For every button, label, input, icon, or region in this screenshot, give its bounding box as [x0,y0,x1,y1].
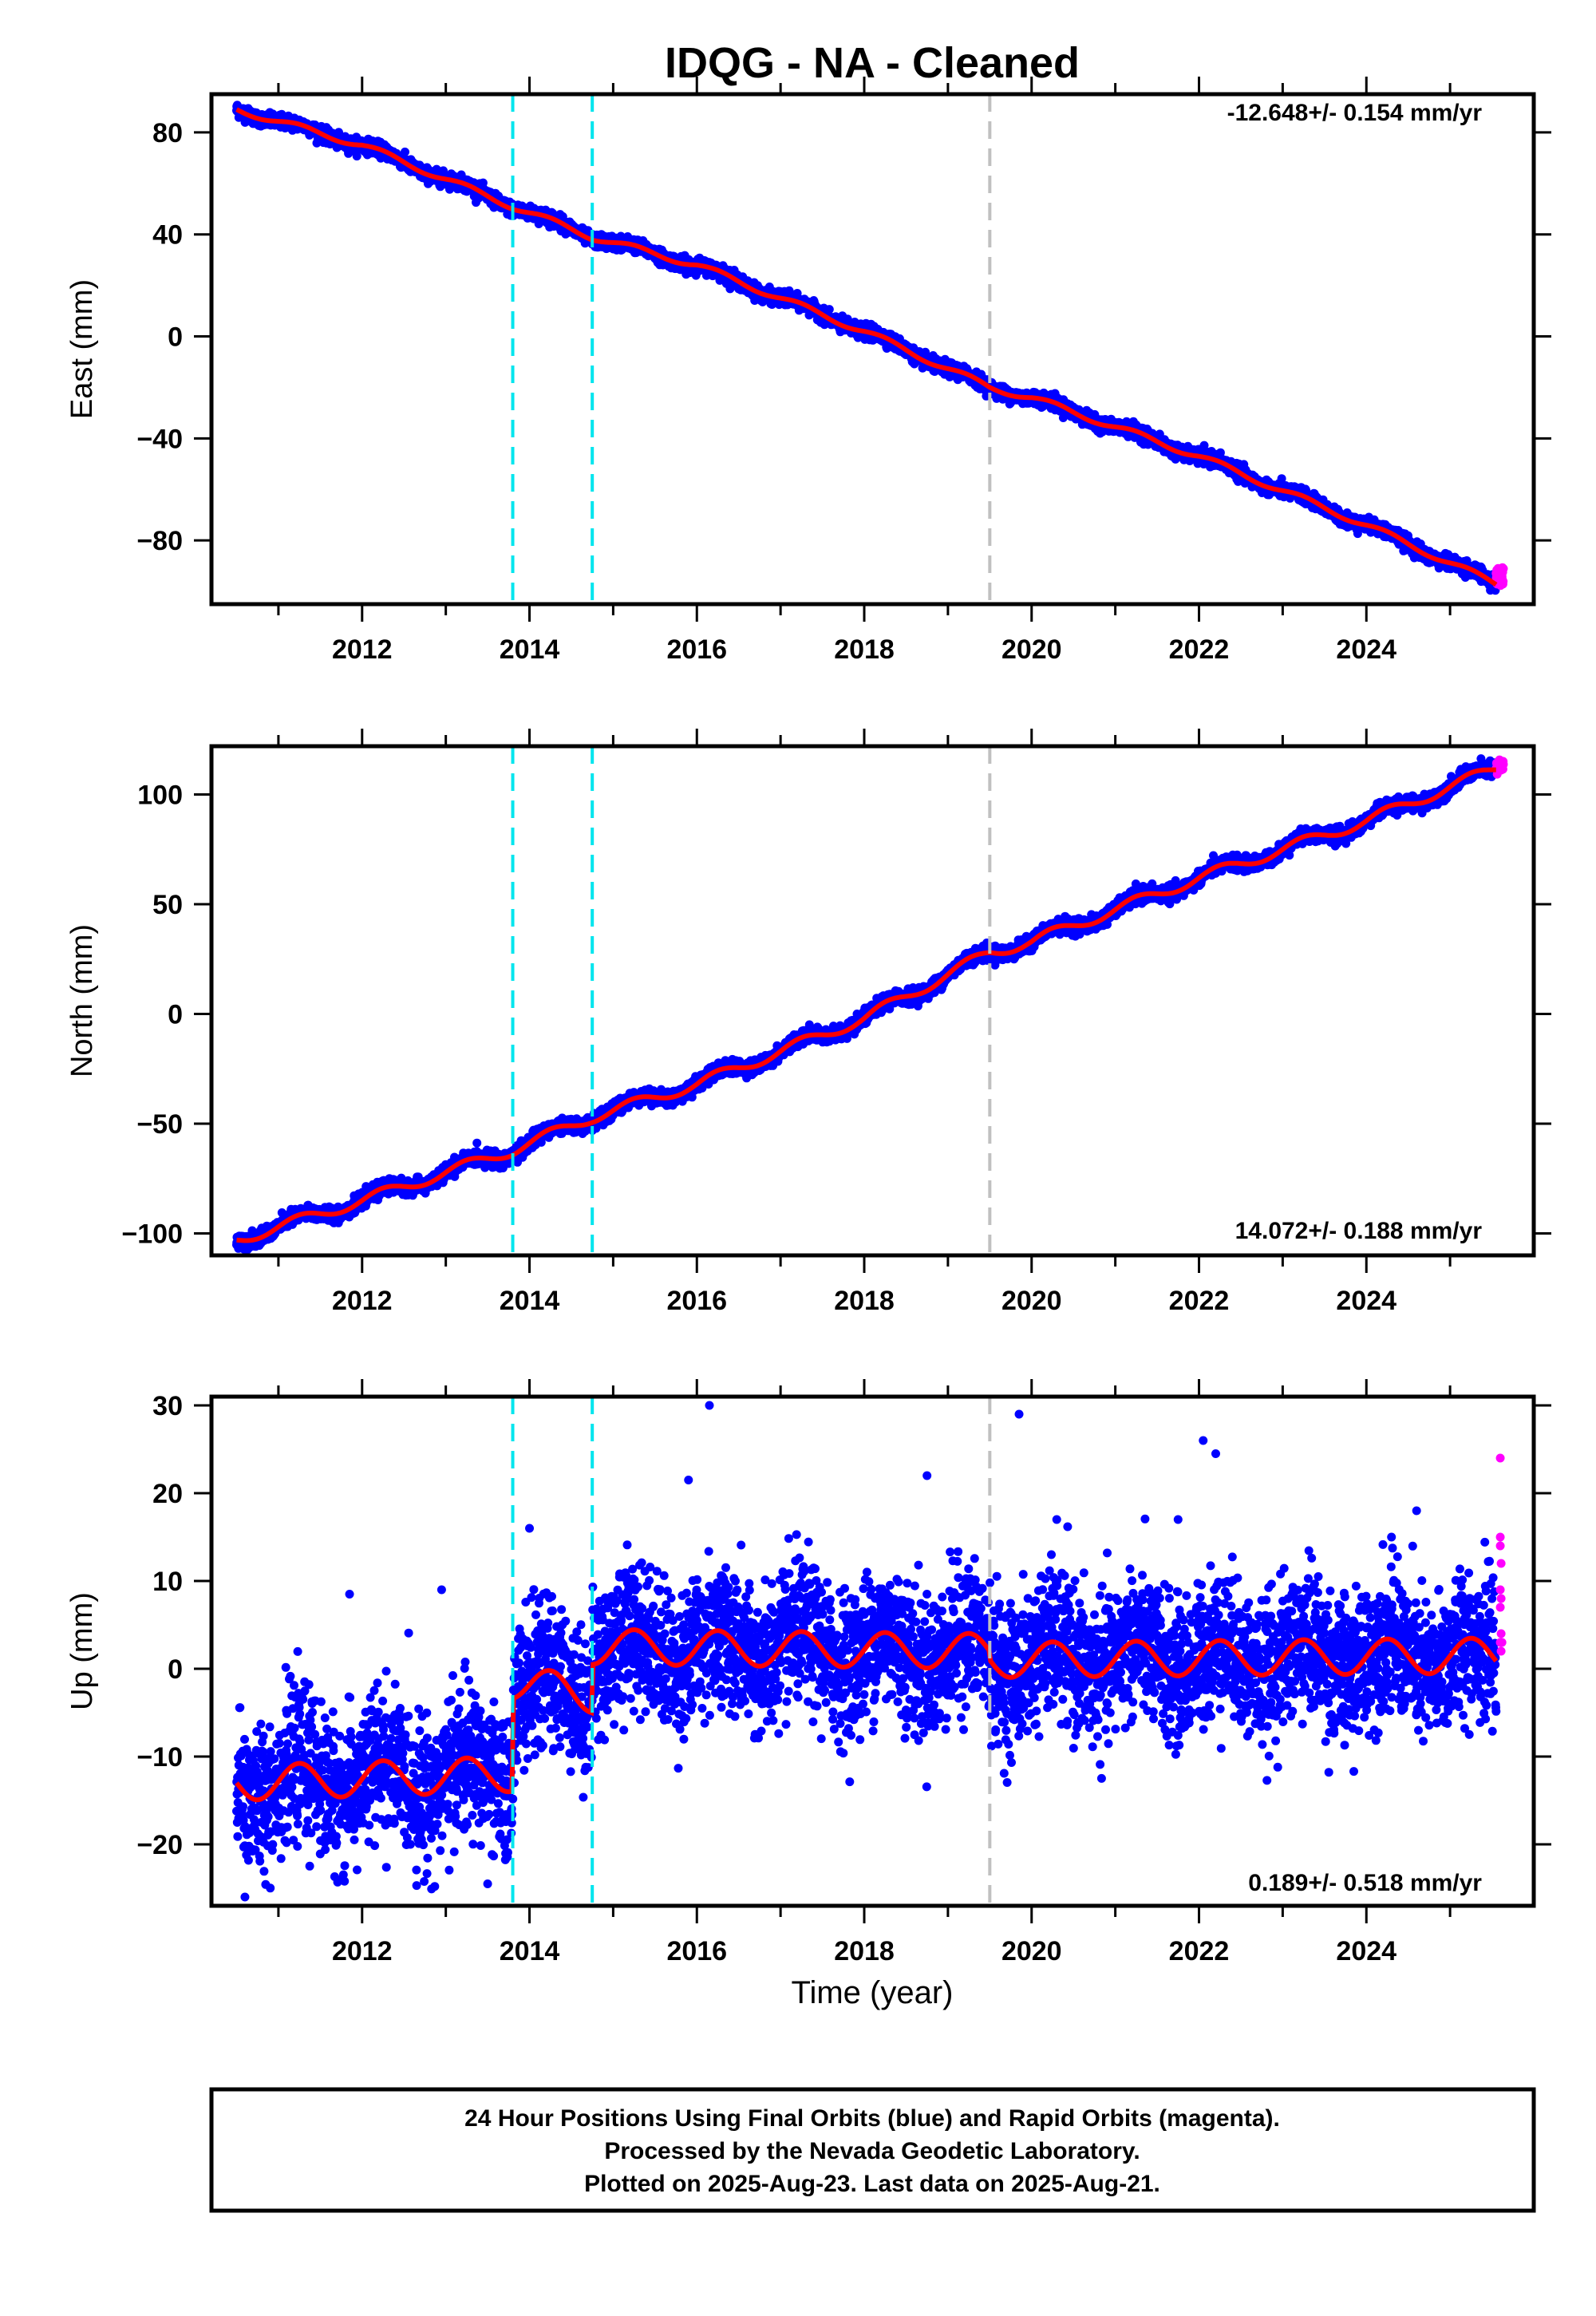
plot-area [232,101,1508,595]
panels: 2012 2014 2016 2018 2020 2022 202480400−40−80E… [65,77,1551,1966]
data-point [478,178,488,188]
data-point [401,147,409,156]
data-point [352,152,361,161]
panel-1: 2012 2014 2016 2018 2020 2022 202480400−40−80E… [65,77,1551,665]
figure-title: IDQG - NA - Cleaned [665,39,1080,87]
